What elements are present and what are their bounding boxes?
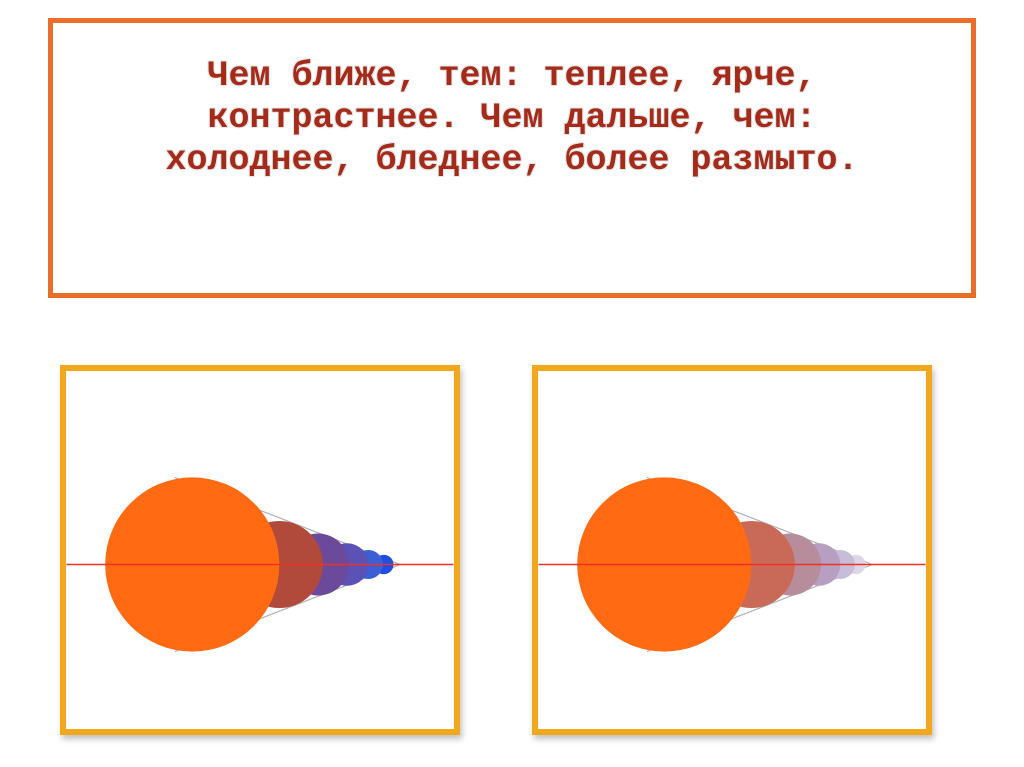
title-line-1: Чем ближе, тем: теплее, ярче,	[207, 56, 816, 96]
diagram-panel-left	[60, 365, 460, 735]
title-line-3: холоднее, бледнее, более размыто.	[165, 140, 858, 180]
title-line-2: контрастнее. Чем дальше, чем:	[207, 98, 816, 138]
title-text: Чем ближе, тем: теплее, ярче, контрастне…	[85, 55, 939, 181]
diagram-panel-right	[532, 365, 932, 735]
perspective-diagram-right	[538, 371, 926, 729]
title-text-box: Чем ближе, тем: теплее, ярче, контрастне…	[48, 18, 976, 298]
perspective-diagram-left	[66, 371, 454, 729]
slide: Чем ближе, тем: теплее, ярче, контрастне…	[0, 0, 1024, 767]
